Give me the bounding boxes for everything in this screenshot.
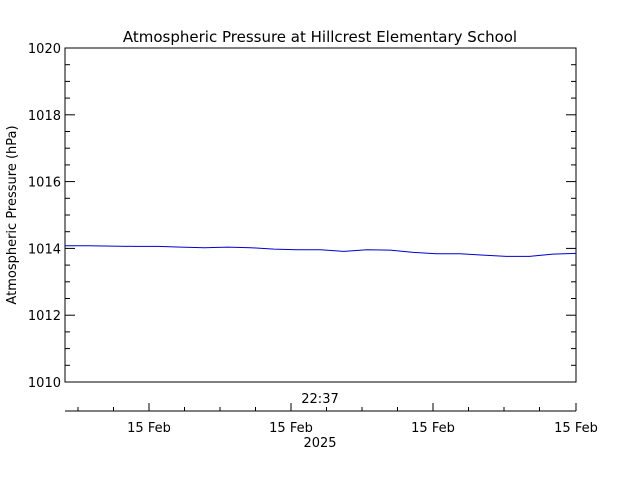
plot-frame bbox=[64, 47, 577, 383]
x-tick-label: 15 Feb bbox=[554, 421, 598, 436]
y-tick-label: 1018 bbox=[28, 109, 61, 124]
series-line-pressure bbox=[65, 245, 577, 257]
y-axis-label: Atmospheric Pressure (hPa) bbox=[5, 125, 20, 304]
x-axis-tick-labels: 15 Feb 15 Feb 15 Feb 15 Feb bbox=[127, 421, 598, 436]
chart-title: Atmospheric Pressure at Hillcrest Elemen… bbox=[123, 28, 517, 46]
year-label: 2025 bbox=[303, 436, 336, 451]
y-axis-tick-labels: 1010 1012 1014 1016 1018 1020 bbox=[28, 42, 61, 391]
y-tick-label: 1020 bbox=[28, 42, 61, 57]
y-tick-label: 1016 bbox=[28, 176, 61, 191]
time-label: 22:37 bbox=[301, 392, 338, 407]
y-tick-label: 1012 bbox=[28, 309, 61, 324]
x-tick-label: 15 Feb bbox=[269, 421, 313, 436]
y-tick-label: 1014 bbox=[28, 242, 61, 257]
y-axis-ticks bbox=[65, 47, 576, 383]
y-tick-label: 1010 bbox=[28, 376, 61, 391]
x-axis-ticks bbox=[77, 403, 577, 411]
x-tick-label: 15 Feb bbox=[411, 421, 455, 436]
x-tick-label: 15 Feb bbox=[127, 421, 171, 436]
